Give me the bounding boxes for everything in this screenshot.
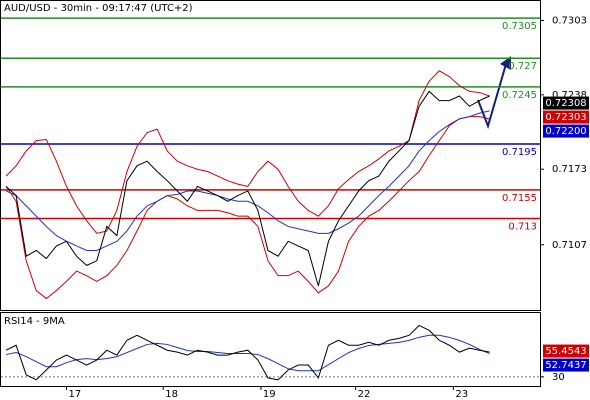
series-line [5, 110, 490, 251]
price-marker-label: 0.72308 [545, 98, 586, 109]
forecast-arrow [477, 63, 507, 130]
x-tick-label: 22 [358, 389, 371, 400]
level-label: 0.7155 [502, 193, 537, 204]
x-tick-label: 19 [263, 389, 276, 400]
y-tick-label: 0.7238 [552, 90, 587, 101]
chart-title: AUD/USD - 30min - 09:17:47 (UTC+2) [4, 3, 193, 14]
level-label: 0.7305 [502, 21, 537, 32]
series-line [5, 334, 490, 372]
series-line [5, 324, 490, 381]
rsi-panel [0, 312, 541, 387]
x-tick-label: 17 [68, 389, 81, 400]
rsi-title: RSI14 - 9MA [4, 316, 65, 327]
x-tick-label: 23 [455, 389, 468, 400]
price-panel [0, 0, 541, 311]
x-tick-label: 18 [165, 389, 178, 400]
series-line [5, 90, 490, 287]
price-marker-label: 0.72200 [545, 126, 586, 137]
y-tick-label: 0.7173 [552, 164, 587, 175]
series-line [5, 70, 490, 234]
price-marker-label: 52.7437 [545, 360, 586, 371]
level-label: 0.713 [508, 221, 537, 232]
y-tick-label: 0.7303 [552, 15, 587, 26]
level-label: 0.7245 [502, 90, 537, 101]
y-tick-label: 0.7107 [552, 240, 587, 251]
level-label: 0.727 [508, 61, 537, 72]
price-marker [543, 110, 589, 124]
series-line [5, 116, 490, 300]
price-marker-label: 0.72303 [545, 112, 586, 123]
level-label: 0.7195 [502, 147, 537, 158]
price-marker [543, 96, 589, 110]
price-marker-label: 55.4543 [545, 346, 586, 357]
price-marker [543, 358, 589, 372]
price-marker [543, 344, 589, 358]
price-marker [543, 124, 589, 138]
y-tick-label: 30 [552, 372, 565, 383]
arrow-head [500, 56, 511, 70]
